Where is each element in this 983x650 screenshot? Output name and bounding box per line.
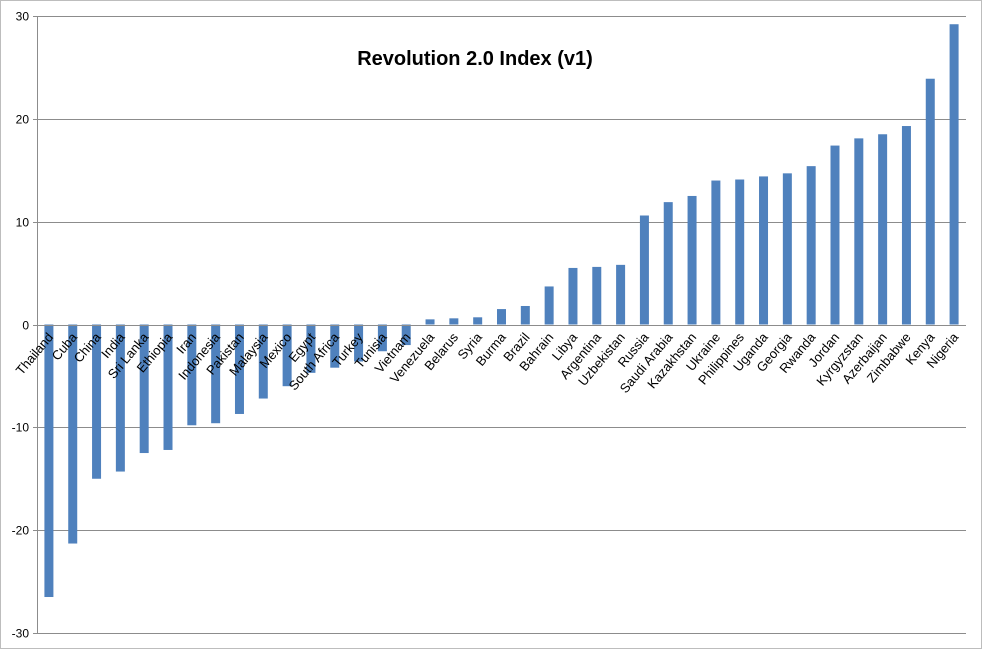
bar xyxy=(377,324,387,352)
y-axis-tick-labels: 30 20 10 0 -10 -20 -30 xyxy=(12,10,30,641)
bar xyxy=(854,138,864,325)
bar xyxy=(711,180,721,325)
bar xyxy=(663,202,673,325)
bar xyxy=(473,317,483,325)
bar xyxy=(925,78,935,325)
bar xyxy=(568,267,578,325)
bar xyxy=(306,324,316,373)
y-tick-label: -30 xyxy=(12,627,30,641)
axes xyxy=(33,16,966,634)
bar xyxy=(735,179,745,325)
bar xyxy=(139,324,149,454)
y-tick-label: 20 xyxy=(16,113,30,127)
bar xyxy=(544,286,554,325)
y-tick-label: -20 xyxy=(12,524,30,538)
bar xyxy=(449,318,459,325)
bar xyxy=(949,24,959,325)
bar xyxy=(258,324,268,399)
bar xyxy=(354,324,364,362)
y-tick-label: -10 xyxy=(12,421,30,435)
bar xyxy=(806,166,816,325)
bar xyxy=(639,215,649,325)
bars xyxy=(44,24,959,598)
bar xyxy=(92,324,102,479)
bar xyxy=(68,324,78,544)
bar xyxy=(187,324,197,426)
bar xyxy=(44,324,54,598)
y-tick-label: 30 xyxy=(16,10,30,24)
y-tick-label: 10 xyxy=(16,216,30,230)
bar xyxy=(282,324,292,387)
bar xyxy=(878,134,888,325)
chart-title: Revolution 2.0 Index (v1) xyxy=(357,48,593,70)
bar xyxy=(401,324,411,346)
bar xyxy=(830,145,840,325)
bar xyxy=(163,324,173,450)
bar xyxy=(901,126,911,325)
bar xyxy=(520,305,530,325)
bar xyxy=(115,324,125,472)
bar xyxy=(782,173,792,325)
bar xyxy=(687,195,697,325)
bar xyxy=(592,266,602,325)
bar xyxy=(497,309,506,325)
bar xyxy=(759,176,769,325)
y-tick-label: 0 xyxy=(22,319,29,333)
bar xyxy=(234,324,244,414)
bar xyxy=(616,264,626,325)
bar xyxy=(330,324,340,368)
bar xyxy=(211,324,221,424)
bar xyxy=(425,319,435,325)
